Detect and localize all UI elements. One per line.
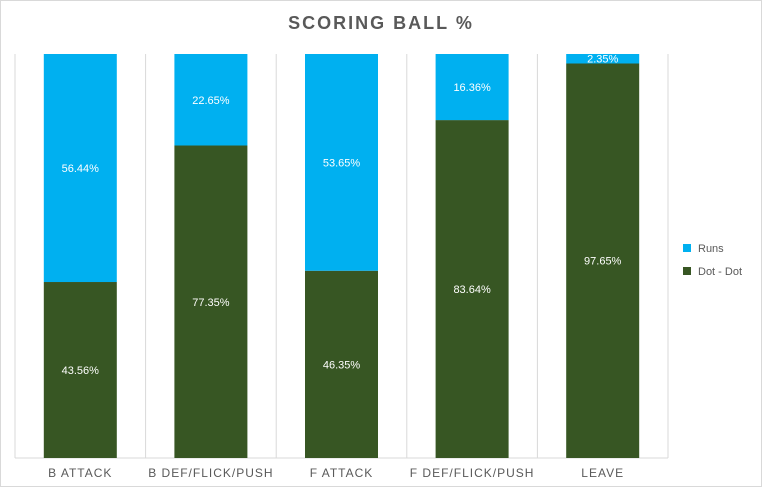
legend: Runs Dot - Dot — [683, 243, 742, 278]
x-tick-label: B DEF/FLICK/PUSH — [148, 466, 273, 480]
bars — [43, 54, 640, 459]
x-tick-label: F DEF/FLICK/PUSH — [410, 466, 535, 480]
bar-runs-f-attack — [305, 54, 378, 271]
data-label-runs-f-attack: 53.65% — [323, 157, 361, 169]
data-label-dot-dot-b-def-flick-push: 77.35% — [192, 297, 230, 309]
gridlines — [14, 54, 669, 459]
x-tick-label: F ATTACK — [310, 466, 374, 480]
legend-swatch-runs — [683, 244, 691, 252]
bar-dot-dot-f-def-flick-push — [435, 120, 509, 459]
legend-label-runs: Runs — [698, 243, 724, 255]
chart-title: SCORING BALL % — [288, 13, 474, 33]
bar-dot-dot-f-attack — [305, 270, 378, 458]
legend-label-dot-dot: Dot - Dot — [698, 266, 742, 278]
x-axis: B ATTACK B DEF/FLICK/PUSH F ATTACK F DEF/FL… — [48, 466, 624, 480]
legend-swatch-dot-dot — [683, 267, 691, 275]
data-label-runs-f-def-flick-push: 16.36% — [453, 82, 491, 94]
bar-dot-dot-b-attack — [43, 282, 117, 458]
x-tick-label: B ATTACK — [48, 466, 112, 480]
data-label-runs-b-def-flick-push: 22.65% — [192, 95, 230, 107]
bar-dot-dot-leave — [566, 63, 640, 459]
bar-runs-leave — [566, 54, 640, 64]
data-label-dot-dot-b-attack: 43.56% — [62, 365, 100, 377]
data-labels: 43.56% 56.44% 77.35% 22.65% 46.35% 53.65% 83.6… — [62, 54, 622, 377]
data-label-dot-dot-f-def-flick-push: 83.64% — [453, 284, 491, 296]
data-label-runs-b-attack: 56.44% — [62, 163, 100, 175]
bar-runs-b-attack — [43, 54, 117, 283]
bar-dot-dot-b-def-flick-push — [174, 145, 248, 459]
data-label-dot-dot-f-attack: 46.35% — [323, 359, 361, 371]
x-tick-label: LEAVE — [581, 466, 624, 480]
data-label-dot-dot-leave: 97.65% — [584, 256, 622, 268]
bar-runs-f-def-flick-push — [435, 54, 509, 121]
bar-runs-b-def-flick-push — [174, 54, 248, 146]
data-label-runs-leave: 2.35% — [587, 54, 618, 66]
